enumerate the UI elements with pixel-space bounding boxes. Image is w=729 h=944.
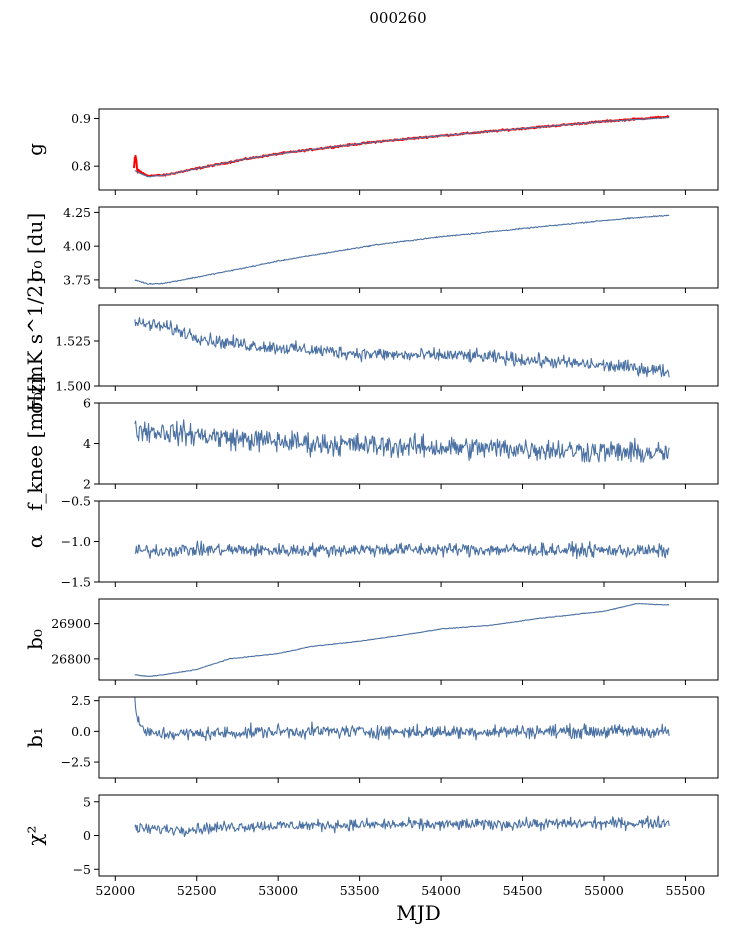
ylabel-g: g <box>23 143 47 156</box>
axes-frame-sigma0_mk <box>98 304 719 387</box>
ytick-label-alpha-2: −0.5 <box>61 494 91 509</box>
ylabel-b1: b₁ <box>23 727 47 748</box>
ytick-label-chi2-0: −5 <box>73 862 91 877</box>
ytick-label-sigma0_du-1: 4.00 <box>63 239 91 254</box>
ytick-label-fknee-0: 2 <box>83 477 91 492</box>
panel-chi2: −5 0 5 52000 52500 53000 53500 54000 54500 55000 5… <box>23 794 719 925</box>
axes-frame-sigma0_du <box>98 206 719 289</box>
ytick-label-g-0: 0.8 <box>71 159 91 174</box>
ytick-label-sigma0_mk-0: 1.500 <box>55 379 91 394</box>
ylabel-alpha: α <box>23 535 47 549</box>
ytick-label-sigma0_du-0: 3.75 <box>63 272 91 287</box>
xtick-label-3: 53500 <box>340 883 380 898</box>
series-line-chi2-0 <box>134 815 670 838</box>
xtick-label-7: 55500 <box>666 883 706 898</box>
ytick-label-alpha-1: −1.0 <box>61 534 91 549</box>
panel-sigma0_du: 3.75 4.00 4.25 σ₀ [du] <box>23 205 719 293</box>
ylabel-b0: b₀ <box>23 629 47 650</box>
axes-frame-g <box>98 108 719 191</box>
ylabel-sigma0_du: σ₀ [du] <box>23 213 47 282</box>
ytick-label-chi2-1: 0 <box>83 828 91 843</box>
axes-frame-b1 <box>98 696 719 779</box>
ytick-label-g-1: 0.9 <box>71 111 91 126</box>
xtick-label-4: 54000 <box>421 883 461 898</box>
ytick-label-b1-1: 0.0 <box>71 724 91 739</box>
xtick-label-5: 54500 <box>503 883 543 898</box>
series-line-b0-0 <box>134 602 670 677</box>
series-line-sigma0_du-0 <box>134 214 670 285</box>
ytick-label-b1-0: −2.5 <box>61 755 91 770</box>
ylabel-fknee: f_knee [mHz] <box>23 376 47 511</box>
ytick-label-alpha-0: −1.5 <box>61 575 91 590</box>
ytick-label-b0-1: 26900 <box>51 616 91 631</box>
ytick-label-sigma0_du-2: 4.25 <box>63 205 91 220</box>
ylabel-chi2: χ² <box>23 825 47 845</box>
ytick-label-sigma0_mk-1: 1.525 <box>55 334 91 349</box>
axes-frame-alpha <box>98 500 719 583</box>
panel-fknee: 2 4 6 f_knee [mHz] <box>23 376 719 511</box>
panels: 0.8 0.9 g 3.75 4.00 4.25 σ₀ [du] 1.500 1.525 σ₀[m… <box>23 108 719 925</box>
panel-b1: −2.5 0.0 2.5 b₁ <box>23 693 719 783</box>
xtick-label-6: 55000 <box>584 883 624 898</box>
series-line-g-0 <box>133 115 670 178</box>
panel-sigma0_mk: 1.500 1.525 σ₀[mK s^1/2] <box>23 277 719 414</box>
series-line-sigma0_mk-0 <box>134 317 670 378</box>
axes-frame-b0 <box>98 598 719 681</box>
ytick-label-fknee-1: 4 <box>83 436 91 451</box>
ytick-label-b0-0: 26800 <box>51 651 91 666</box>
ylabel-sigma0_mk: σ₀[mK s^1/2] <box>23 277 47 414</box>
figure-title: 000260 <box>369 9 426 27</box>
series-line-b1-0 <box>134 697 670 742</box>
xtick-label-1: 52500 <box>177 883 217 898</box>
series-line-g-1 <box>134 116 670 178</box>
xtick-label-2: 53000 <box>258 883 298 898</box>
panel-alpha: −1.5 −1.0 −0.5 α <box>23 494 719 590</box>
xtick-label-0: 52000 <box>95 883 135 898</box>
xlabel: MJD <box>396 901 441 925</box>
ytick-label-chi2-2: 5 <box>83 794 91 809</box>
ytick-label-b1-2: 2.5 <box>71 693 91 708</box>
series-line-alpha-0 <box>134 540 670 560</box>
series-line-fknee-0 <box>134 419 670 463</box>
panel-g: 0.8 0.9 g <box>23 108 719 195</box>
ytick-label-fknee-2: 6 <box>83 396 91 411</box>
panel-b0: 26800 26900 b₀ <box>23 598 719 685</box>
axes-frame-chi2 <box>98 794 719 877</box>
